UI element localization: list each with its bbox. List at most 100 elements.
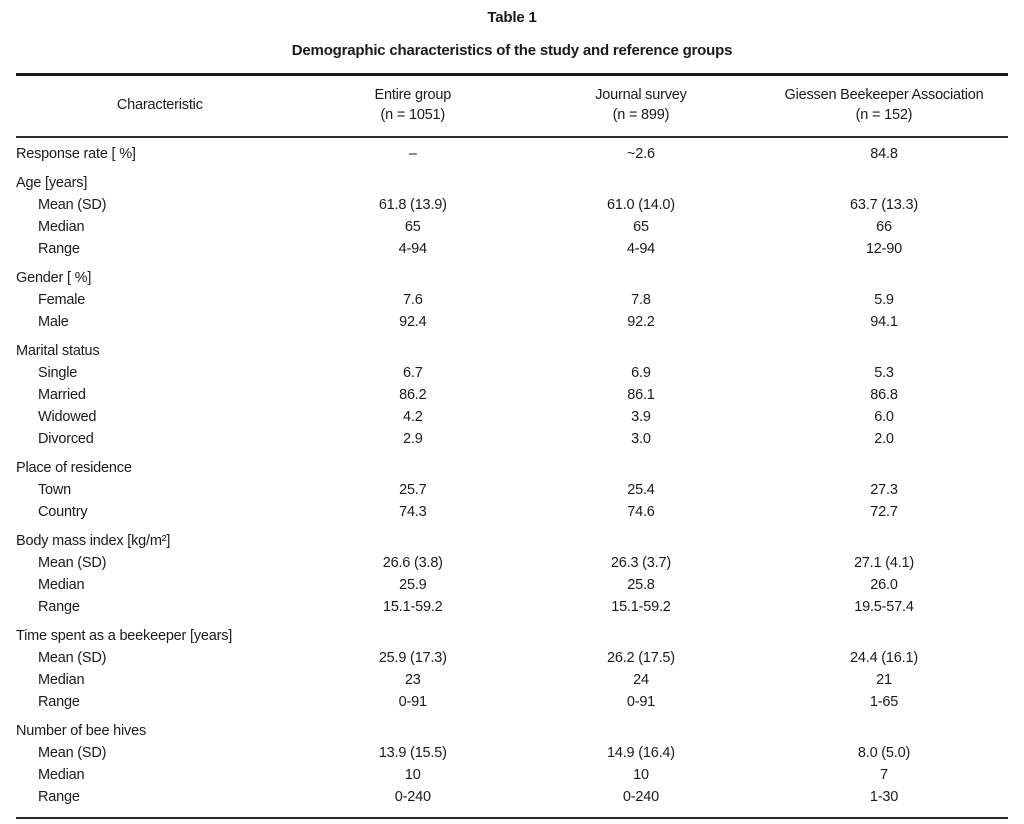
section-label: Gender [ %] [16,270,92,286]
table-row: Mean (SD) 13.9 (15.5) 14.9 (16.4) 8.0 (5.0) [16,742,1008,764]
table-number: Table 1 [487,9,537,26]
cell-value [304,713,522,742]
row-label: Married [38,387,86,403]
cell-value: 27.3 [870,482,898,498]
cell-value [304,165,522,194]
cell-value: 27.1 (4.1) [853,555,915,571]
cell-value: 65 [633,219,649,235]
cell-value: 26.3 (3.7) [610,555,671,571]
row-label: Widowed [38,409,97,425]
cell-value: 25.4 [627,482,655,498]
cell-value: 6.9 [631,365,651,381]
cell-value [304,523,522,552]
row-label: Median [38,767,85,783]
cell-value: 5.9 [874,292,894,308]
cell-value: 1-65 [869,694,899,710]
cell-value [522,450,760,479]
table-row: Median 65 65 66 [16,216,1008,238]
cell-value [522,523,760,552]
cell-value: 84.8 [870,146,898,162]
row-label: Median [38,577,85,593]
cell-value [522,618,760,647]
section-label: Body mass index [kg/m²] [16,533,171,549]
section-row: Gender [ %] [16,260,1008,289]
row-label: Range [38,241,80,257]
section-label: Age [years] [16,175,88,191]
cell-value: 7.6 [403,292,423,308]
column-header-label: Entire group [374,87,452,103]
table-row: Mean (SD) 61.8 (13.9) 61.0 (14.0) 63.7 (13.… [16,194,1008,216]
cell-value: 15.1-59.2 [383,599,443,615]
table-row: Widowed 4.2 3.9 6.0 [16,406,1008,428]
column-header-entire-group: Entire group (n = 1051) [303,74,522,138]
table-row: Town 25.7 25.4 27.3 [16,479,1008,501]
row-label: Mean (SD) [38,745,107,761]
cell-value: 26.6 (3.8) [382,555,443,571]
cell-value: 8.0 (5.0) [857,745,911,761]
cell-value: 7.8 [631,292,651,308]
cell-value: 2.9 [403,431,423,447]
table-row: Median 23 24 21 [16,669,1008,691]
table-row: Median 10 10 7 [16,764,1008,786]
cell-value: 3.0 [631,431,651,447]
table-row: Median 25.9 25.8 26.0 [16,574,1008,596]
cell-value: 13.9 (15.5) [378,745,447,761]
cell-value [760,260,1008,289]
cell-value: 21 [876,672,892,688]
column-header-characteristic: Characteristic [16,74,304,138]
row-label: Range [38,694,80,710]
row-label: Range [38,789,80,805]
row-label: Country [38,504,88,520]
cell-value: 26.0 [870,577,898,593]
cell-value: 25.7 [399,482,427,498]
table-header: Characteristic Entire group (n = 1051) J… [16,74,1008,138]
cell-value: 1-30 [869,789,899,805]
demographics-table: Characteristic Entire group (n = 1051) J… [16,73,1008,819]
cell-value [522,713,760,742]
cell-value: 92.4 [399,314,427,330]
cell-value [304,260,522,289]
table-row: Mean (SD) 26.6 (3.8) 26.3 (3.7) 27.1 (4.1) [16,552,1008,574]
cell-value: ~2.6 [627,146,655,162]
cell-value [522,165,760,194]
row-label: Single [38,365,78,381]
cell-value [760,165,1008,194]
cell-value [760,450,1008,479]
cell-value: 4.2 [403,409,423,425]
section-row: Marital status [16,333,1008,362]
column-header-label: Journal survey [595,87,687,103]
cell-value: 86.1 [627,387,655,403]
cell-value: 6.7 [403,365,423,381]
cell-value [760,523,1008,552]
table-row: Range 15.1-59.2 15.1-59.2 19.5-57.4 [16,596,1008,618]
table-row: Female 7.6 7.8 5.9 [16,289,1008,311]
cell-value: 0-91 [398,694,427,710]
cell-value: 86.2 [399,387,427,403]
cell-value: 0-240 [394,789,431,805]
cell-value: 3.9 [631,409,651,425]
cell-value [760,618,1008,647]
cell-value: 12-90 [865,241,903,257]
cell-value: 72.7 [870,504,898,520]
cell-value: 4-94 [626,241,656,257]
row-label: Mean (SD) [38,555,107,571]
cell-value [304,618,522,647]
column-header-giessen-association: Giessen Beekeeper Association (n = 152) [759,74,1008,138]
column-header-journal-survey: Journal survey (n = 899) [521,74,760,138]
cell-value: 61.8 (13.9) [378,197,447,213]
cell-value: 14.9 (16.4) [606,745,675,761]
row-label: Mean (SD) [38,197,107,213]
cell-value: 63.7 (13.3) [850,197,918,213]
cell-value: 4-94 [398,241,427,257]
table-row: Range 4-94 4-94 12-90 [16,238,1008,260]
cell-value: 74.6 [627,504,655,520]
section-row: Place of residence [16,450,1008,479]
row-label: Response rate [ %] [16,146,136,162]
row-label: Male [38,314,69,330]
cell-value: 24.4 (16.1) [850,650,918,666]
row-label: Median [38,672,85,688]
table-row: Married 86.2 86.1 86.8 [16,384,1008,406]
cell-value: 0-240 [622,789,659,805]
cell-value: 7 [880,767,888,783]
